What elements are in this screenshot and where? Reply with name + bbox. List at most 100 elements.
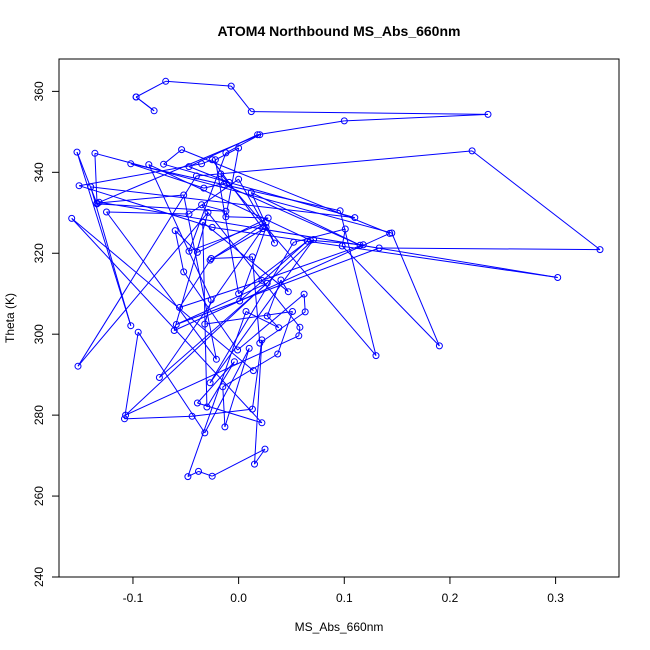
- data-point: [248, 405, 256, 413]
- series-line-segment: [251, 192, 361, 246]
- series-line-segment: [209, 222, 267, 261]
- data-point: [184, 473, 192, 481]
- data-point: [554, 274, 562, 281]
- data-point: [249, 367, 257, 375]
- series-line-segment: [124, 415, 193, 420]
- series-line-segment: [202, 221, 289, 293]
- series-line-segment: [471, 150, 601, 250]
- series-line-segment: [209, 239, 315, 384]
- data-point: [198, 201, 206, 209]
- data-point: [351, 214, 359, 222]
- chart-title: ATOM4 Northbound MS_Abs_660nm: [218, 23, 461, 39]
- data-point: [247, 189, 255, 196]
- data-point: [290, 238, 298, 246]
- series-line-segment: [339, 210, 377, 356]
- series-line-segment: [196, 150, 473, 177]
- data-point: [303, 237, 311, 245]
- y-tick-label: 260: [32, 486, 46, 506]
- series-line-segment: [222, 386, 226, 427]
- series-line-segment: [179, 258, 212, 308]
- series-line-segment: [379, 247, 601, 251]
- data-point: [277, 276, 285, 284]
- series-line-segment: [344, 113, 489, 122]
- x-axis: -0.1 0.0 0.1 0.2 0.3: [123, 576, 564, 605]
- series-line-segment: [76, 151, 98, 205]
- data-point: [93, 200, 101, 208]
- data-point: [300, 290, 308, 298]
- data-point: [207, 255, 215, 262]
- data-point: [222, 149, 230, 157]
- data-point: [262, 219, 270, 226]
- series-line-segment: [187, 311, 247, 477]
- data-point: [172, 321, 180, 328]
- data-point: [359, 241, 367, 249]
- data-point: [127, 160, 135, 168]
- series-line-segment: [201, 204, 301, 328]
- data-point: [259, 225, 267, 233]
- series-line-segment: [201, 159, 213, 165]
- data-point: [274, 350, 282, 358]
- series-line-segment: [266, 279, 282, 317]
- series-line-segment: [148, 164, 311, 241]
- data-point: [245, 344, 253, 352]
- series-line-segment: [230, 85, 252, 112]
- series-line-segment: [163, 149, 182, 165]
- data-point: [160, 160, 168, 168]
- data-point: [201, 429, 209, 437]
- series-line-segment: [187, 470, 199, 478]
- data-point: [68, 214, 76, 222]
- data-point: [254, 131, 262, 139]
- series-line-segment: [257, 120, 345, 136]
- series-line-segment: [135, 80, 166, 98]
- data-point: [206, 379, 214, 387]
- data-point: [310, 236, 318, 243]
- data-point: [301, 308, 309, 316]
- data-point: [263, 279, 271, 287]
- x-axis-label: MS_Abs_660nm: [295, 620, 384, 634]
- data-point: [221, 423, 229, 431]
- series-line-segment: [192, 408, 253, 417]
- series-line-segment: [174, 230, 185, 273]
- data-point: [247, 108, 255, 116]
- x-tick-label: 0.0: [230, 591, 247, 605]
- data-point: [256, 131, 264, 139]
- data-point: [227, 82, 235, 90]
- series-line-segment: [90, 186, 132, 326]
- series-line-segment: [220, 173, 225, 185]
- data-point: [193, 399, 201, 407]
- series-line-segment: [209, 226, 267, 261]
- data-point: [435, 342, 443, 350]
- series-line-segment: [188, 152, 227, 252]
- data-point: [219, 383, 227, 391]
- data-point: [200, 184, 208, 192]
- series-line-segment: [220, 173, 377, 356]
- y-tick-label: 240: [32, 567, 46, 587]
- series-line-segment: [261, 244, 364, 281]
- series-line-segment: [99, 201, 558, 278]
- series-line-segment: [214, 159, 240, 294]
- x-tick-label: 0.1: [336, 591, 353, 605]
- data-point: [235, 144, 243, 152]
- data-point: [176, 304, 183, 311]
- data-point: [234, 346, 242, 354]
- data-point: [307, 236, 314, 244]
- data-point: [235, 175, 243, 183]
- data-point: [596, 246, 604, 254]
- data-point: [91, 149, 99, 157]
- data-point: [208, 472, 216, 480]
- data-point: [204, 208, 212, 216]
- series-line-segment: [251, 111, 489, 115]
- series-line-segment: [148, 164, 212, 301]
- data-point: [188, 412, 196, 420]
- data-point: [468, 147, 476, 155]
- series-line-segment: [197, 361, 235, 404]
- data-point: [155, 374, 163, 381]
- y-tick-label: 300: [32, 324, 46, 344]
- series-line-segment: [165, 80, 232, 87]
- data-point: [271, 239, 278, 247]
- series-line-segment: [76, 151, 132, 326]
- series-line-segment: [202, 222, 208, 408]
- data-point: [284, 288, 292, 296]
- data-point: [289, 308, 296, 315]
- series-line-segment: [204, 299, 212, 325]
